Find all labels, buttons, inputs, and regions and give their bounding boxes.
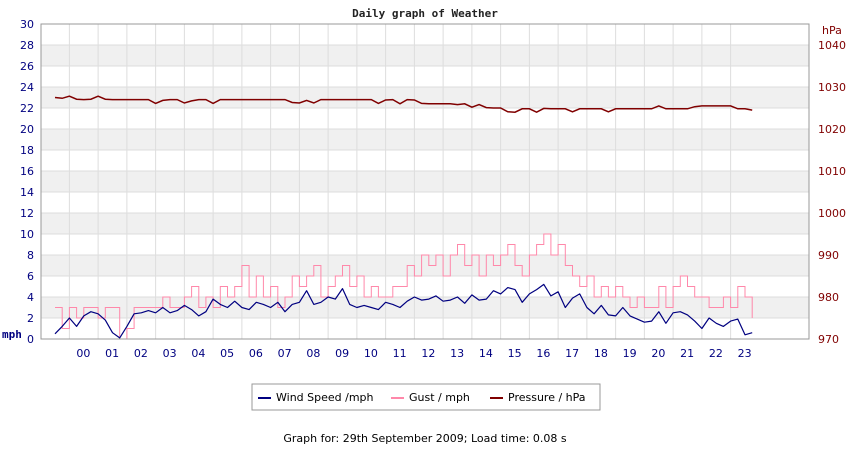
grid-band [41,171,809,192]
right-axis-ticks: 970 980 990 1000 1010 1020 1030 1040 [818,39,846,346]
x-tick-label: 16 [536,347,550,360]
legend-label: Gust / mph [409,391,470,404]
plot-frame [40,23,810,340]
right-tick-label: 1030 [818,81,846,94]
left-axis-unit: mph [2,328,22,341]
right-axis-unit: hPa [822,24,842,37]
legend: Wind Speed /mph Gust / mph Pressure / hPa [251,383,601,411]
x-tick-label: 11 [393,347,407,360]
x-tick-label: 00 [76,347,90,360]
x-tick-label: 12 [421,347,435,360]
right-tick-label: 970 [818,333,839,346]
x-tick-label: 15 [508,347,522,360]
grid-bands [41,45,809,318]
left-tick-label: 22 [20,102,34,115]
left-tick-label: 20 [20,123,34,136]
x-tick-label: 23 [738,347,752,360]
right-tick-label: 1000 [818,207,846,220]
left-tick-label: 18 [20,144,34,157]
gust-line [55,233,753,340]
left-tick-label: 16 [20,165,34,178]
legend-label: Pressure / hPa [508,391,586,404]
left-tick-label: 8 [27,249,34,262]
right-tick-label: 1020 [818,123,846,136]
grid-band [41,87,809,108]
x-tick-label: 07 [278,347,292,360]
x-tick-label: 06 [249,347,263,360]
legend-label: Wind Speed /mph [276,391,374,404]
left-tick-label: 10 [20,228,34,241]
x-tick-label: 21 [680,347,694,360]
grid-band [41,213,809,234]
x-axis-ticks: 00 01 02 03 04 05 06 07 08 09 10 11 12 13 14 15 16 17 18 19… [76,347,751,360]
grid-band [41,129,809,150]
right-tick-label: 1010 [818,165,846,178]
x-tick-label: 13 [450,347,464,360]
left-tick-label: 30 [20,18,34,31]
x-tick-label: 01 [105,347,119,360]
left-tick-label: 2 [27,312,34,325]
left-tick-label: 28 [20,39,34,52]
pressure-series [54,95,753,114]
x-tick-label: 20 [651,347,665,360]
x-tick-label: 05 [220,347,234,360]
left-tick-label: 14 [20,186,34,199]
x-tick-label: 18 [594,347,608,360]
wind-speed-line [54,283,753,339]
grid-band [41,45,809,66]
grid-band [41,255,809,276]
x-tick-label: 08 [306,347,320,360]
chart-title: Daily graph of Weather [352,7,498,20]
axes [40,23,810,340]
x-tick-label: 14 [479,347,493,360]
left-tick-label: 12 [20,207,34,220]
pressure-line [54,95,753,114]
legend-box [251,383,601,411]
right-tick-label: 990 [818,249,839,262]
right-tick-label: 980 [818,291,839,304]
right-tick-label: 1040 [818,39,846,52]
x-tick-label: 17 [565,347,579,360]
x-tick-label: 04 [191,347,205,360]
x-tick-label: 19 [623,347,637,360]
x-tick-label: 22 [709,347,723,360]
gust-series [55,233,753,340]
left-tick-label: 0 [27,333,34,346]
x-tick-label: 10 [364,347,378,360]
x-tick-label: 09 [335,347,349,360]
left-tick-label: 26 [20,60,34,73]
x-tick-label: 02 [134,347,148,360]
footer-text: Graph for: 29th September 2009; Load tim… [283,432,567,445]
left-tick-label: 6 [27,270,34,283]
wind-speed-series [54,283,753,339]
x-tick-label: 03 [163,347,177,360]
left-tick-label: 4 [27,291,34,304]
left-tick-label: 24 [20,81,34,94]
